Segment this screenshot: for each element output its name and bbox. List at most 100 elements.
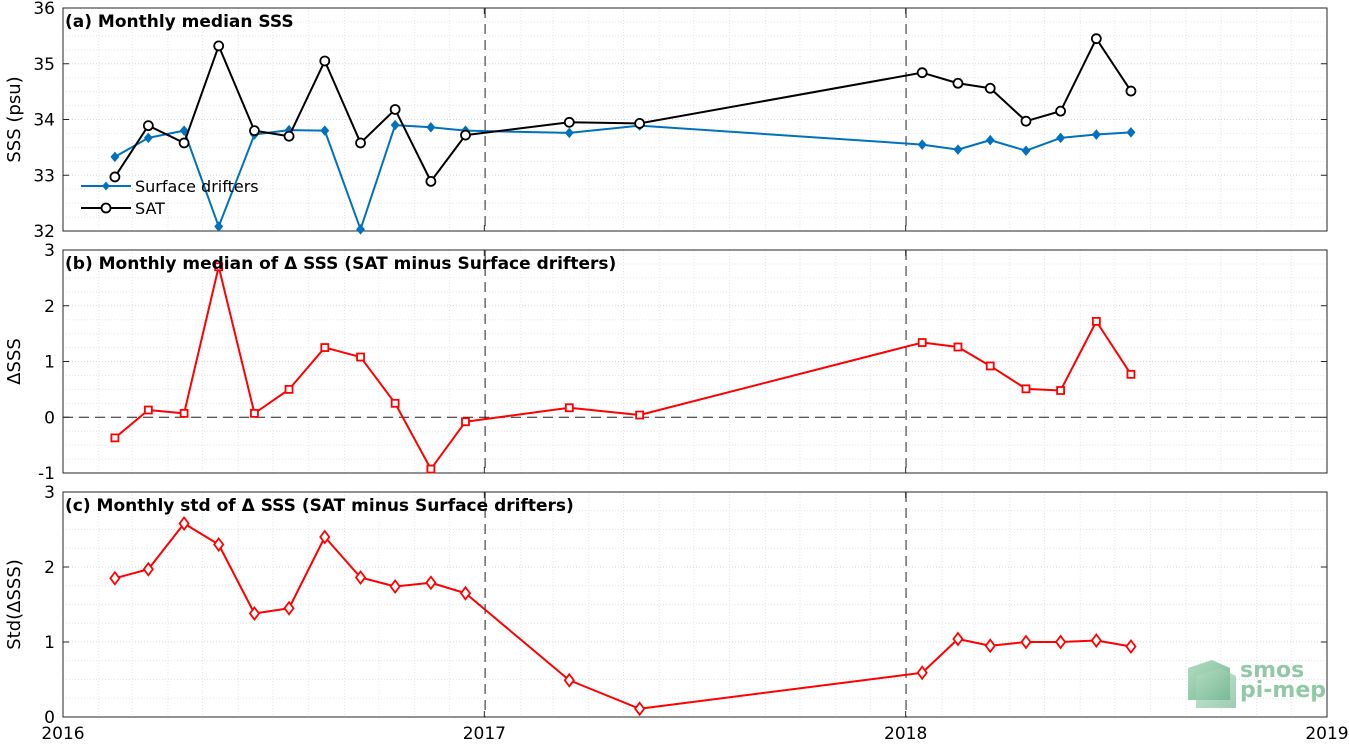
data-point	[916, 67, 928, 79]
data-point	[1056, 132, 1066, 144]
data-point	[249, 125, 260, 137]
data-point	[1020, 634, 1032, 650]
data-point	[564, 127, 574, 139]
data-point	[425, 575, 437, 591]
y-tick-label: 3	[44, 241, 55, 261]
data-point	[984, 82, 996, 94]
data-point	[284, 384, 294, 394]
data-point	[283, 600, 295, 616]
data-point	[425, 175, 437, 187]
legend-swatch-marker	[100, 202, 112, 214]
data-point	[214, 262, 224, 272]
data-point	[1125, 639, 1137, 654]
series-layer	[81, 33, 1137, 717]
y-axis-label: SSS (psu)	[4, 76, 25, 162]
data-point	[390, 119, 400, 131]
x-tick-label: 2016	[41, 724, 84, 744]
data-point	[952, 631, 964, 647]
data-point	[634, 701, 646, 717]
panel-title: (b) Monthly median of Δ SSS (SAT minus S…	[65, 254, 616, 274]
y-tick-label: 0	[44, 708, 55, 728]
data-point	[110, 433, 120, 443]
smos-pimep-logo: smos pi-mep	[1188, 658, 1326, 708]
data-point	[178, 516, 190, 531]
y-tick-label: 2	[44, 297, 55, 317]
data-point	[916, 665, 928, 681]
y-tick-label: 0	[44, 408, 55, 428]
data-point	[563, 672, 575, 688]
data-point	[248, 606, 261, 621]
data-point	[460, 129, 471, 141]
data-point	[1054, 634, 1067, 650]
data-point	[635, 410, 645, 420]
data-point	[283, 130, 295, 142]
data-point	[320, 125, 330, 136]
data-point	[634, 118, 646, 129]
data-point	[356, 224, 366, 235]
data-point	[143, 405, 153, 415]
data-point	[356, 352, 365, 362]
panel-title: (a) Monthly median SSS	[65, 12, 294, 32]
data-point	[142, 561, 154, 577]
y-axis-label: ΔSSS	[4, 338, 25, 385]
series-line-delta-sss	[114, 522, 1132, 710]
data-point	[985, 134, 995, 146]
data-point	[213, 537, 225, 552]
series-line-delta-sss	[114, 265, 1132, 471]
data-point	[1020, 115, 1032, 127]
y-tick-label: 32	[33, 222, 55, 242]
data-point	[953, 342, 963, 352]
axes-box-3	[62, 491, 1328, 718]
y-tick-label: 2	[44, 558, 55, 578]
logo-mark-front	[1196, 668, 1236, 708]
data-point	[461, 417, 470, 427]
x-tick-label: 2018	[884, 724, 927, 744]
data-point	[917, 338, 927, 347]
data-point	[178, 137, 190, 149]
y-tick-label: 34	[33, 111, 55, 131]
data-point	[564, 403, 574, 413]
legend-entry-label: Surface drifters	[135, 177, 259, 196]
data-point	[1091, 129, 1101, 140]
panel-title: (c) Monthly std of Δ SSS (SAT minus Surf…	[65, 496, 574, 516]
legend-entry-label: SAT	[135, 199, 165, 218]
data-point	[109, 171, 121, 183]
data-point	[143, 132, 153, 144]
data-point	[917, 139, 927, 150]
data-point	[179, 125, 189, 136]
data-point	[213, 40, 225, 52]
data-point	[426, 464, 436, 474]
logo-line1: smos	[1240, 658, 1304, 683]
data-point	[1021, 145, 1031, 156]
y-tick-label: -1	[38, 464, 55, 484]
data-point	[563, 116, 575, 128]
y-tick-label: 1	[44, 633, 55, 653]
data-point	[109, 570, 121, 586]
data-point	[355, 137, 366, 149]
data-point	[250, 408, 259, 418]
data-point	[1021, 384, 1031, 394]
data-point	[354, 570, 367, 585]
data-point	[390, 398, 400, 408]
y-tick-label: 35	[33, 55, 55, 75]
axes-frames	[62, 7, 1328, 718]
data-point	[214, 221, 224, 232]
data-point	[1055, 105, 1066, 117]
data-point	[952, 77, 964, 89]
series-line-surface-drifters	[114, 124, 1132, 231]
data-point	[1126, 369, 1136, 379]
data-point	[142, 120, 154, 132]
logo-line2: pi-mep	[1240, 678, 1326, 703]
legend-swatch-marker	[102, 181, 110, 191]
data-point	[1090, 33, 1102, 45]
data-point	[1056, 386, 1065, 395]
data-point	[426, 122, 436, 133]
data-point	[1090, 633, 1102, 648]
data-point	[1126, 127, 1136, 138]
data-point	[320, 343, 330, 352]
data-point	[389, 579, 401, 594]
data-point	[1091, 316, 1101, 326]
